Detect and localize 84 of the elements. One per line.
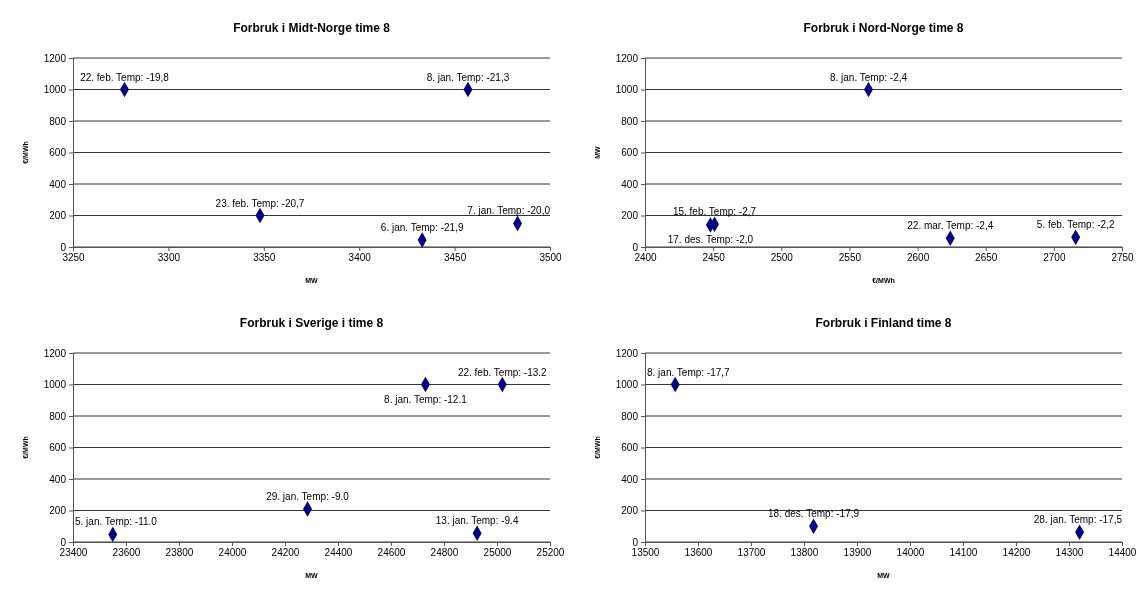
chart-title: Forbruk i Sverige i time 8 [239,316,384,330]
x-tick-label: 23800 [165,547,194,559]
x-tick-label: 23400 [59,547,88,559]
x-tick-label: 23600 [112,547,141,559]
annotation: 5. feb. Temp: -2,2 [1036,219,1115,231]
y-tick-label: 400 [49,473,67,485]
y-tick-label: 400 [49,178,67,190]
x-tick-label: 2700 [1043,252,1066,264]
annotation: 28. jan. Temp: -17,5 [1033,514,1123,526]
x-tick-label: 14400 [1108,547,1137,559]
y-tick-label: 0 [632,536,639,548]
annotation: 23. feb. Temp: -20,7 [215,197,305,209]
y-tick-label: 1000 [615,379,639,391]
x-tick-label: 13700 [737,547,766,559]
x-tick-label: 2550 [838,252,862,264]
x-tick-label: 24200 [271,547,300,559]
x-tick-label: 2750 [1111,252,1135,264]
annotation: 5. jan. Temp: -11.0 [75,516,158,528]
x-tick-label: 2650 [975,252,998,264]
x-tick-label: 14000 [896,547,925,559]
y-tick-label: 1200 [43,52,67,64]
annotation: 13. jan. Temp: -9.4 [435,515,519,527]
x-tick-label: 13600 [684,547,713,559]
y-tick-label: 200 [621,505,639,517]
chart-title: Forbruk i Midt-Norge time 8 [233,21,391,35]
y-tick-label: 200 [621,210,639,222]
x-tick-label: 24600 [377,547,406,559]
annotation: 17. des. Temp: -2,0 [667,233,754,245]
annotation: 22. feb. Temp: -13.2 [457,366,548,378]
x-tick-label: 3500 [539,252,563,264]
y-tick-label: 0 [60,241,67,253]
x-tick-label: 2400 [634,252,658,264]
chart-title: Forbruk i Nord-Norge time 8 [803,21,964,35]
y-tick-label: 800 [621,115,639,127]
y-tick-label: 400 [621,178,639,190]
annotation: 22. feb. Temp: -19,8 [80,71,170,83]
x-tick-label: 25200 [536,547,565,559]
y-tick-label: 0 [632,241,639,253]
x-tick-label: 14200 [1002,547,1031,559]
y-tick-label: 1000 [43,379,67,391]
annotation: 8. jan. Temp: -21,3 [426,71,510,83]
x-tick-label: 14300 [1055,547,1084,559]
annotation: 8. jan. Temp: -2,4 [829,71,908,83]
annotation: 6. jan. Temp: -21,9 [380,221,464,233]
x-tick-label: 13500 [631,547,660,559]
annotation: 8. jan. Temp: -12.1 [384,393,468,405]
y-tick-label: 1000 [43,84,67,96]
y-tick-label: 1000 [615,84,639,96]
x-tick-label: 3400 [348,252,372,264]
annotation: 22. mar. Temp: -2,4 [907,220,994,232]
x-tick-label: 3450 [443,252,467,264]
y-tick-label: 800 [621,410,639,422]
y-tick-label: 600 [49,442,67,454]
x-tick-label: 2450 [702,252,726,264]
x-tick-label: 14100 [949,547,978,559]
annotation: 7. jan. Temp: -20,0 [467,205,551,217]
y-tick-label: 600 [621,147,639,159]
x-tick-label: 24800 [430,547,459,559]
y-tick-label: 800 [49,115,67,127]
y-tick-label: 200 [49,505,67,517]
x-tick-label: 25000 [483,547,512,559]
x-tick-label: 13800 [790,547,819,559]
y-tick-label: 200 [49,210,67,222]
x-tick-label: 24000 [218,547,247,559]
y-tick-label: 600 [621,442,639,454]
y-tick-label: 600 [49,147,67,159]
annotation: 8. jan. Temp: -17,7 [647,366,731,378]
y-tick-label: 400 [621,473,639,485]
y-tick-label: 1200 [43,347,67,359]
annotation: 18. des. Temp: -17,9 [768,508,860,520]
x-tick-label: 2500 [770,252,794,264]
x-tick-label: 3300 [157,252,181,264]
x-tick-label: 3350 [253,252,276,264]
chart-title: Forbruk i Finland time 8 [815,316,952,330]
x-tick-label: 3250 [62,252,86,264]
annotation: 15. feb. Temp: -2,7 [672,206,757,218]
x-tick-label: 24400 [324,547,353,559]
y-tick-label: 800 [49,410,67,422]
annotation: 29. jan. Temp: -9.0 [266,490,350,502]
y-tick-label: 1200 [615,347,639,359]
y-tick-label: 1200 [615,52,639,64]
x-tick-label: 13900 [843,547,872,559]
x-tick-label: 2600 [906,252,930,264]
y-tick-label: 0 [60,536,67,548]
